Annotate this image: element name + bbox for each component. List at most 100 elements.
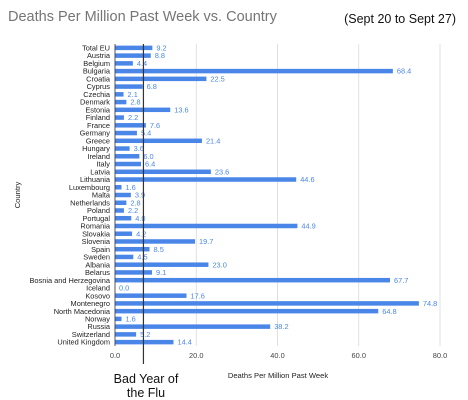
category-label: Bulgaria bbox=[83, 67, 111, 76]
bar bbox=[115, 53, 151, 58]
x-tick-label: 60.0 bbox=[352, 351, 366, 360]
value-label: 44.9 bbox=[301, 222, 315, 231]
bar bbox=[115, 61, 133, 66]
value-label: 9.1 bbox=[156, 268, 166, 277]
value-label: 19.7 bbox=[199, 237, 213, 246]
value-label: 2.2 bbox=[128, 113, 138, 122]
category-label: France bbox=[87, 121, 110, 130]
bar bbox=[115, 208, 124, 213]
category-label: Albania bbox=[85, 260, 111, 269]
category-label: Norway bbox=[85, 314, 110, 323]
bar bbox=[115, 215, 132, 221]
category-label: Iceland bbox=[86, 284, 110, 293]
bar bbox=[115, 239, 196, 244]
bar bbox=[115, 339, 174, 345]
category-label: Luxembourg bbox=[69, 183, 110, 192]
category-label: Switzerland bbox=[72, 330, 110, 339]
value-label: 2.1 bbox=[128, 90, 138, 99]
bar bbox=[115, 270, 152, 275]
value-label: 9.2 bbox=[156, 43, 166, 52]
chart-title: Deaths Per Million Past Week vs. Country bbox=[8, 9, 277, 25]
category-label: Spain bbox=[91, 245, 110, 254]
category-label: Greece bbox=[86, 136, 110, 145]
category-label: Denmark bbox=[80, 98, 110, 107]
category-label: Netherlands bbox=[70, 198, 110, 207]
value-label: 1.6 bbox=[126, 314, 136, 323]
bar bbox=[115, 177, 297, 182]
value-label: 38.2 bbox=[274, 322, 288, 331]
value-label: 22.5 bbox=[210, 74, 224, 83]
value-label: 5.2 bbox=[140, 330, 150, 339]
bar bbox=[115, 231, 133, 236]
category-label: North Macedonia bbox=[54, 307, 111, 316]
value-label: 23.0 bbox=[212, 260, 226, 269]
category-label: Hungary bbox=[82, 144, 110, 153]
category-label: Total EU bbox=[82, 43, 110, 52]
category-label: Russia bbox=[87, 322, 110, 331]
bar bbox=[115, 223, 298, 229]
category-label: United Kingdom bbox=[57, 338, 110, 347]
bar bbox=[115, 115, 124, 120]
value-label: 2.2 bbox=[128, 206, 138, 215]
value-label: 3.6 bbox=[134, 144, 144, 153]
category-label: Lithuania bbox=[80, 175, 111, 184]
category-label: Romania bbox=[80, 222, 110, 231]
value-label: 4.4 bbox=[137, 59, 147, 68]
value-label: 8.5 bbox=[154, 245, 164, 254]
category-label: Latvia bbox=[90, 167, 111, 176]
bar bbox=[115, 45, 153, 51]
category-label: Sweden bbox=[83, 253, 110, 262]
bar bbox=[115, 99, 127, 105]
value-label: 6.4 bbox=[145, 160, 155, 169]
chart-subtitle: (Sept 20 to Sept 27) bbox=[344, 12, 456, 26]
category-label: Italy bbox=[96, 160, 110, 169]
x-tick-label: 20.0 bbox=[189, 351, 203, 360]
bar bbox=[115, 308, 379, 314]
value-label: 68.4 bbox=[397, 67, 411, 76]
category-label: Estonia bbox=[85, 105, 111, 114]
bar bbox=[115, 169, 211, 175]
bar bbox=[115, 123, 146, 128]
value-label: 4.0 bbox=[135, 214, 145, 223]
category-label: Croatia bbox=[86, 74, 111, 83]
bar bbox=[115, 185, 122, 190]
value-label: 21.4 bbox=[206, 136, 220, 145]
bar bbox=[115, 161, 141, 167]
value-label: 6.0 bbox=[143, 152, 153, 161]
value-label: 14.4 bbox=[178, 338, 192, 347]
category-label: Poland bbox=[87, 206, 110, 215]
bar bbox=[115, 324, 271, 329]
x-axis-title: Deaths Per Million Past Week bbox=[228, 371, 329, 380]
bar bbox=[115, 138, 202, 144]
bar bbox=[115, 92, 124, 97]
category-label: Austria bbox=[87, 51, 111, 60]
value-label: 13.6 bbox=[174, 105, 188, 114]
reference-line-label: Bad Year of the Flu bbox=[113, 372, 179, 400]
bar bbox=[115, 332, 137, 337]
bar bbox=[115, 254, 134, 260]
value-label: 7.6 bbox=[150, 121, 160, 130]
category-label: Bosnia and Herzegovina bbox=[29, 276, 110, 285]
bar bbox=[115, 316, 122, 322]
value-label: 2.8 bbox=[130, 198, 140, 207]
bar bbox=[115, 146, 130, 151]
value-label: 74.8 bbox=[423, 299, 437, 308]
bar bbox=[115, 301, 419, 306]
category-label: Cyprus bbox=[87, 82, 111, 91]
bar bbox=[115, 192, 131, 198]
bar bbox=[115, 293, 187, 298]
value-label: 8.8 bbox=[155, 51, 165, 60]
value-label: 1.6 bbox=[126, 183, 136, 192]
bar bbox=[115, 200, 127, 205]
category-label: Finland bbox=[86, 113, 110, 122]
bar bbox=[115, 262, 209, 267]
bar bbox=[115, 246, 150, 252]
y-axis-title: Country bbox=[13, 182, 22, 209]
value-label: 17.6 bbox=[191, 291, 205, 300]
value-label: 2.8 bbox=[130, 98, 140, 107]
value-label: 4.5 bbox=[137, 253, 147, 262]
bar bbox=[115, 130, 137, 136]
value-label: 0.0 bbox=[119, 284, 129, 293]
category-label: Ireland bbox=[87, 152, 110, 161]
